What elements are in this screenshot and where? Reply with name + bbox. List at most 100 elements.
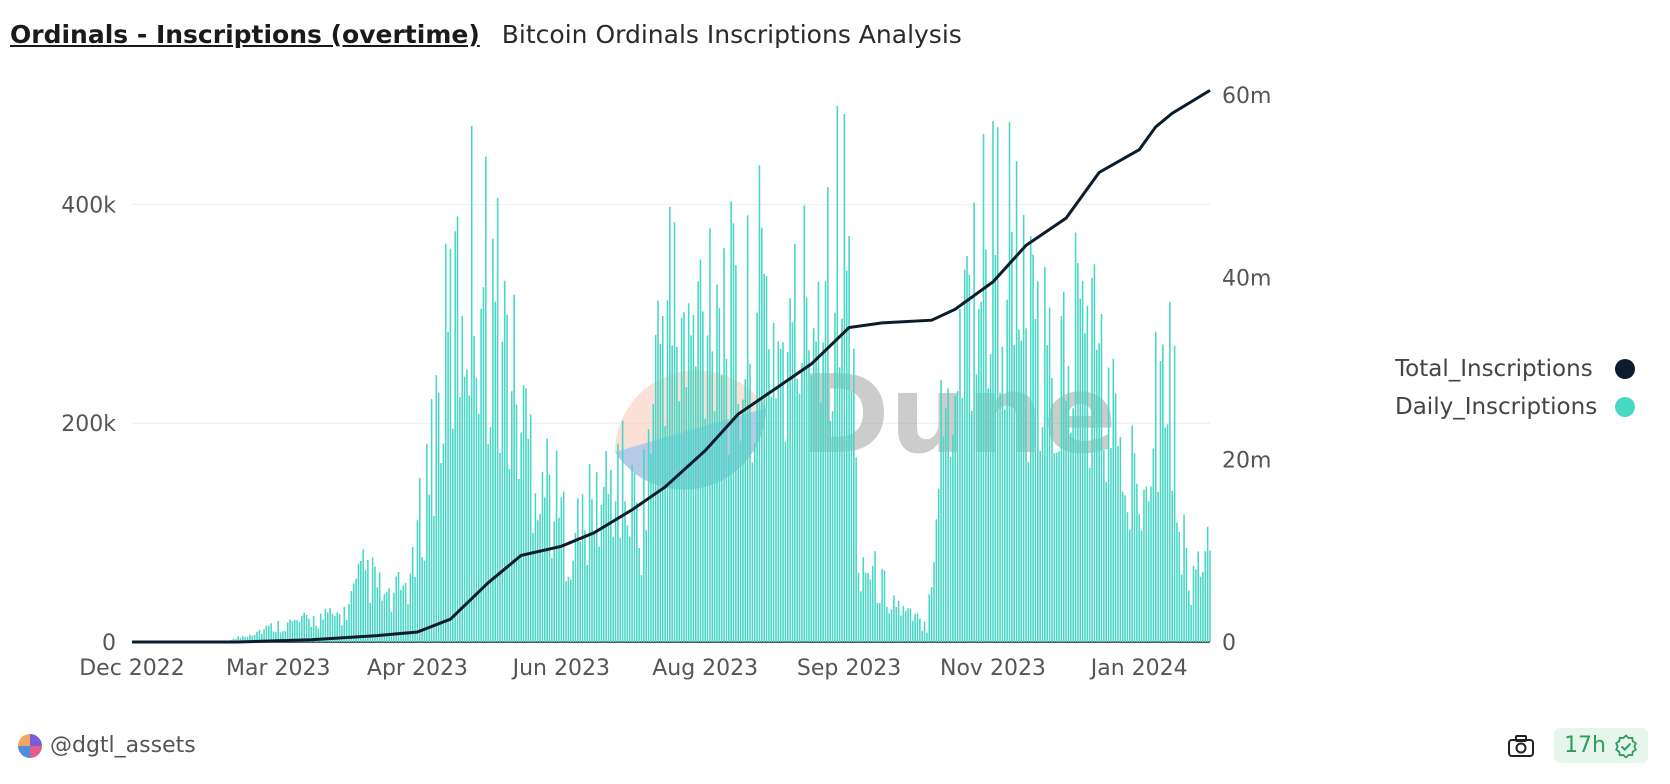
daily-bar xyxy=(728,455,730,642)
daily-bar xyxy=(440,463,442,642)
daily-bar xyxy=(640,574,643,642)
legend-item-daily[interactable]: Daily_Inscriptions xyxy=(1395,388,1635,426)
daily-bar xyxy=(522,385,525,642)
daily-bar xyxy=(385,592,388,642)
daily-bar xyxy=(1178,532,1181,642)
daily-bar xyxy=(551,558,553,642)
daily-bar xyxy=(1074,232,1077,642)
daily-bar xyxy=(383,594,386,642)
freshness-badge[interactable]: 17h xyxy=(1554,728,1648,763)
daily-bar xyxy=(871,566,874,642)
daily-bar xyxy=(614,501,617,642)
daily-bar xyxy=(338,614,341,642)
daily-bar xyxy=(860,591,862,642)
daily-bar xyxy=(824,281,827,642)
daily-bar xyxy=(834,312,836,642)
daily-bar xyxy=(982,133,985,642)
daily-bar xyxy=(1081,280,1084,642)
daily-bar xyxy=(735,265,737,642)
daily-bar xyxy=(525,388,527,642)
daily-bar xyxy=(1072,408,1074,642)
daily-bar xyxy=(985,249,987,642)
legend-item-total[interactable]: Total_Inscriptions xyxy=(1395,350,1635,388)
daily-bar xyxy=(1006,299,1008,642)
daily-bar xyxy=(923,621,926,642)
daily-bar xyxy=(534,493,537,642)
x-tick-label: Apr 2023 xyxy=(367,656,468,681)
daily-bar xyxy=(1107,367,1110,642)
daily-bar xyxy=(803,205,806,643)
daily-bar xyxy=(1121,491,1124,642)
freshness-text: 17h xyxy=(1564,733,1606,758)
daily-bar xyxy=(397,572,400,642)
camera-icon[interactable] xyxy=(1506,731,1536,761)
daily-bar xyxy=(452,428,454,642)
chart-title-link[interactable]: Ordinals - Inscriptions (overtime) xyxy=(10,19,480,49)
author-credit[interactable]: @dgtl_assets xyxy=(18,733,196,758)
daily-bar xyxy=(369,602,372,642)
daily-bar xyxy=(1103,450,1105,642)
daily-bar xyxy=(1008,121,1011,642)
daily-bar xyxy=(447,331,449,642)
x-tick-label: Dec 2022 xyxy=(79,656,185,681)
daily-bar xyxy=(779,348,782,642)
daily-bar xyxy=(565,581,567,642)
daily-bar xyxy=(716,284,718,642)
daily-bar xyxy=(532,532,534,642)
daily-bar xyxy=(1152,448,1155,642)
daily-bar xyxy=(937,489,940,642)
daily-bar xyxy=(282,631,284,642)
daily-bar xyxy=(1176,522,1178,642)
daily-bar xyxy=(433,516,435,642)
daily-bar xyxy=(1150,486,1152,642)
daily-bar xyxy=(331,613,334,642)
daily-bar xyxy=(782,342,784,642)
daily-bar xyxy=(994,254,997,642)
daily-bar xyxy=(909,608,912,642)
daily-bar xyxy=(584,530,586,642)
daily-bar xyxy=(756,312,758,642)
daily-bar xyxy=(968,274,971,642)
daily-bar xyxy=(725,358,728,642)
daily-bar xyxy=(963,269,966,642)
daily-bar xyxy=(1105,481,1107,642)
daily-bar xyxy=(671,345,673,642)
daily-bar xyxy=(253,634,256,642)
daily-bar xyxy=(796,379,798,642)
daily-bar xyxy=(404,582,407,642)
daily-bar xyxy=(1032,254,1034,643)
daily-bar xyxy=(256,631,258,642)
daily-bar xyxy=(435,375,438,642)
daily-bar xyxy=(489,427,492,642)
daily-bar xyxy=(428,494,430,642)
daily-bar xyxy=(562,491,565,642)
daily-bar xyxy=(544,497,546,642)
y-right-tick-label: 40m xyxy=(1222,266,1271,291)
daily-bar xyxy=(586,564,589,642)
daily-bar xyxy=(296,620,298,642)
daily-bar xyxy=(763,273,765,642)
daily-bar xyxy=(1079,298,1082,642)
daily-bar xyxy=(1048,307,1051,642)
daily-bar xyxy=(1154,331,1157,642)
dune-watermark: Dune xyxy=(615,353,1117,490)
daily-bar xyxy=(329,607,331,642)
daily-bar xyxy=(1192,565,1195,642)
daily-bar xyxy=(928,594,931,642)
daily-bar xyxy=(371,557,374,642)
daily-bar xyxy=(895,607,898,642)
daily-bar xyxy=(352,583,355,642)
daily-bar xyxy=(442,443,445,642)
daily-bar xyxy=(940,380,942,642)
daily-bar xyxy=(1180,574,1183,642)
daily-bar xyxy=(1058,451,1060,642)
daily-bar xyxy=(503,280,506,642)
daily-bar xyxy=(930,587,933,642)
daily-bar xyxy=(237,636,239,642)
daily-bar xyxy=(268,625,270,642)
daily-bar xyxy=(1185,547,1188,642)
daily-bar xyxy=(628,536,631,642)
daily-bar xyxy=(494,301,497,642)
daily-bar xyxy=(1013,344,1015,642)
daily-bar xyxy=(289,619,291,642)
